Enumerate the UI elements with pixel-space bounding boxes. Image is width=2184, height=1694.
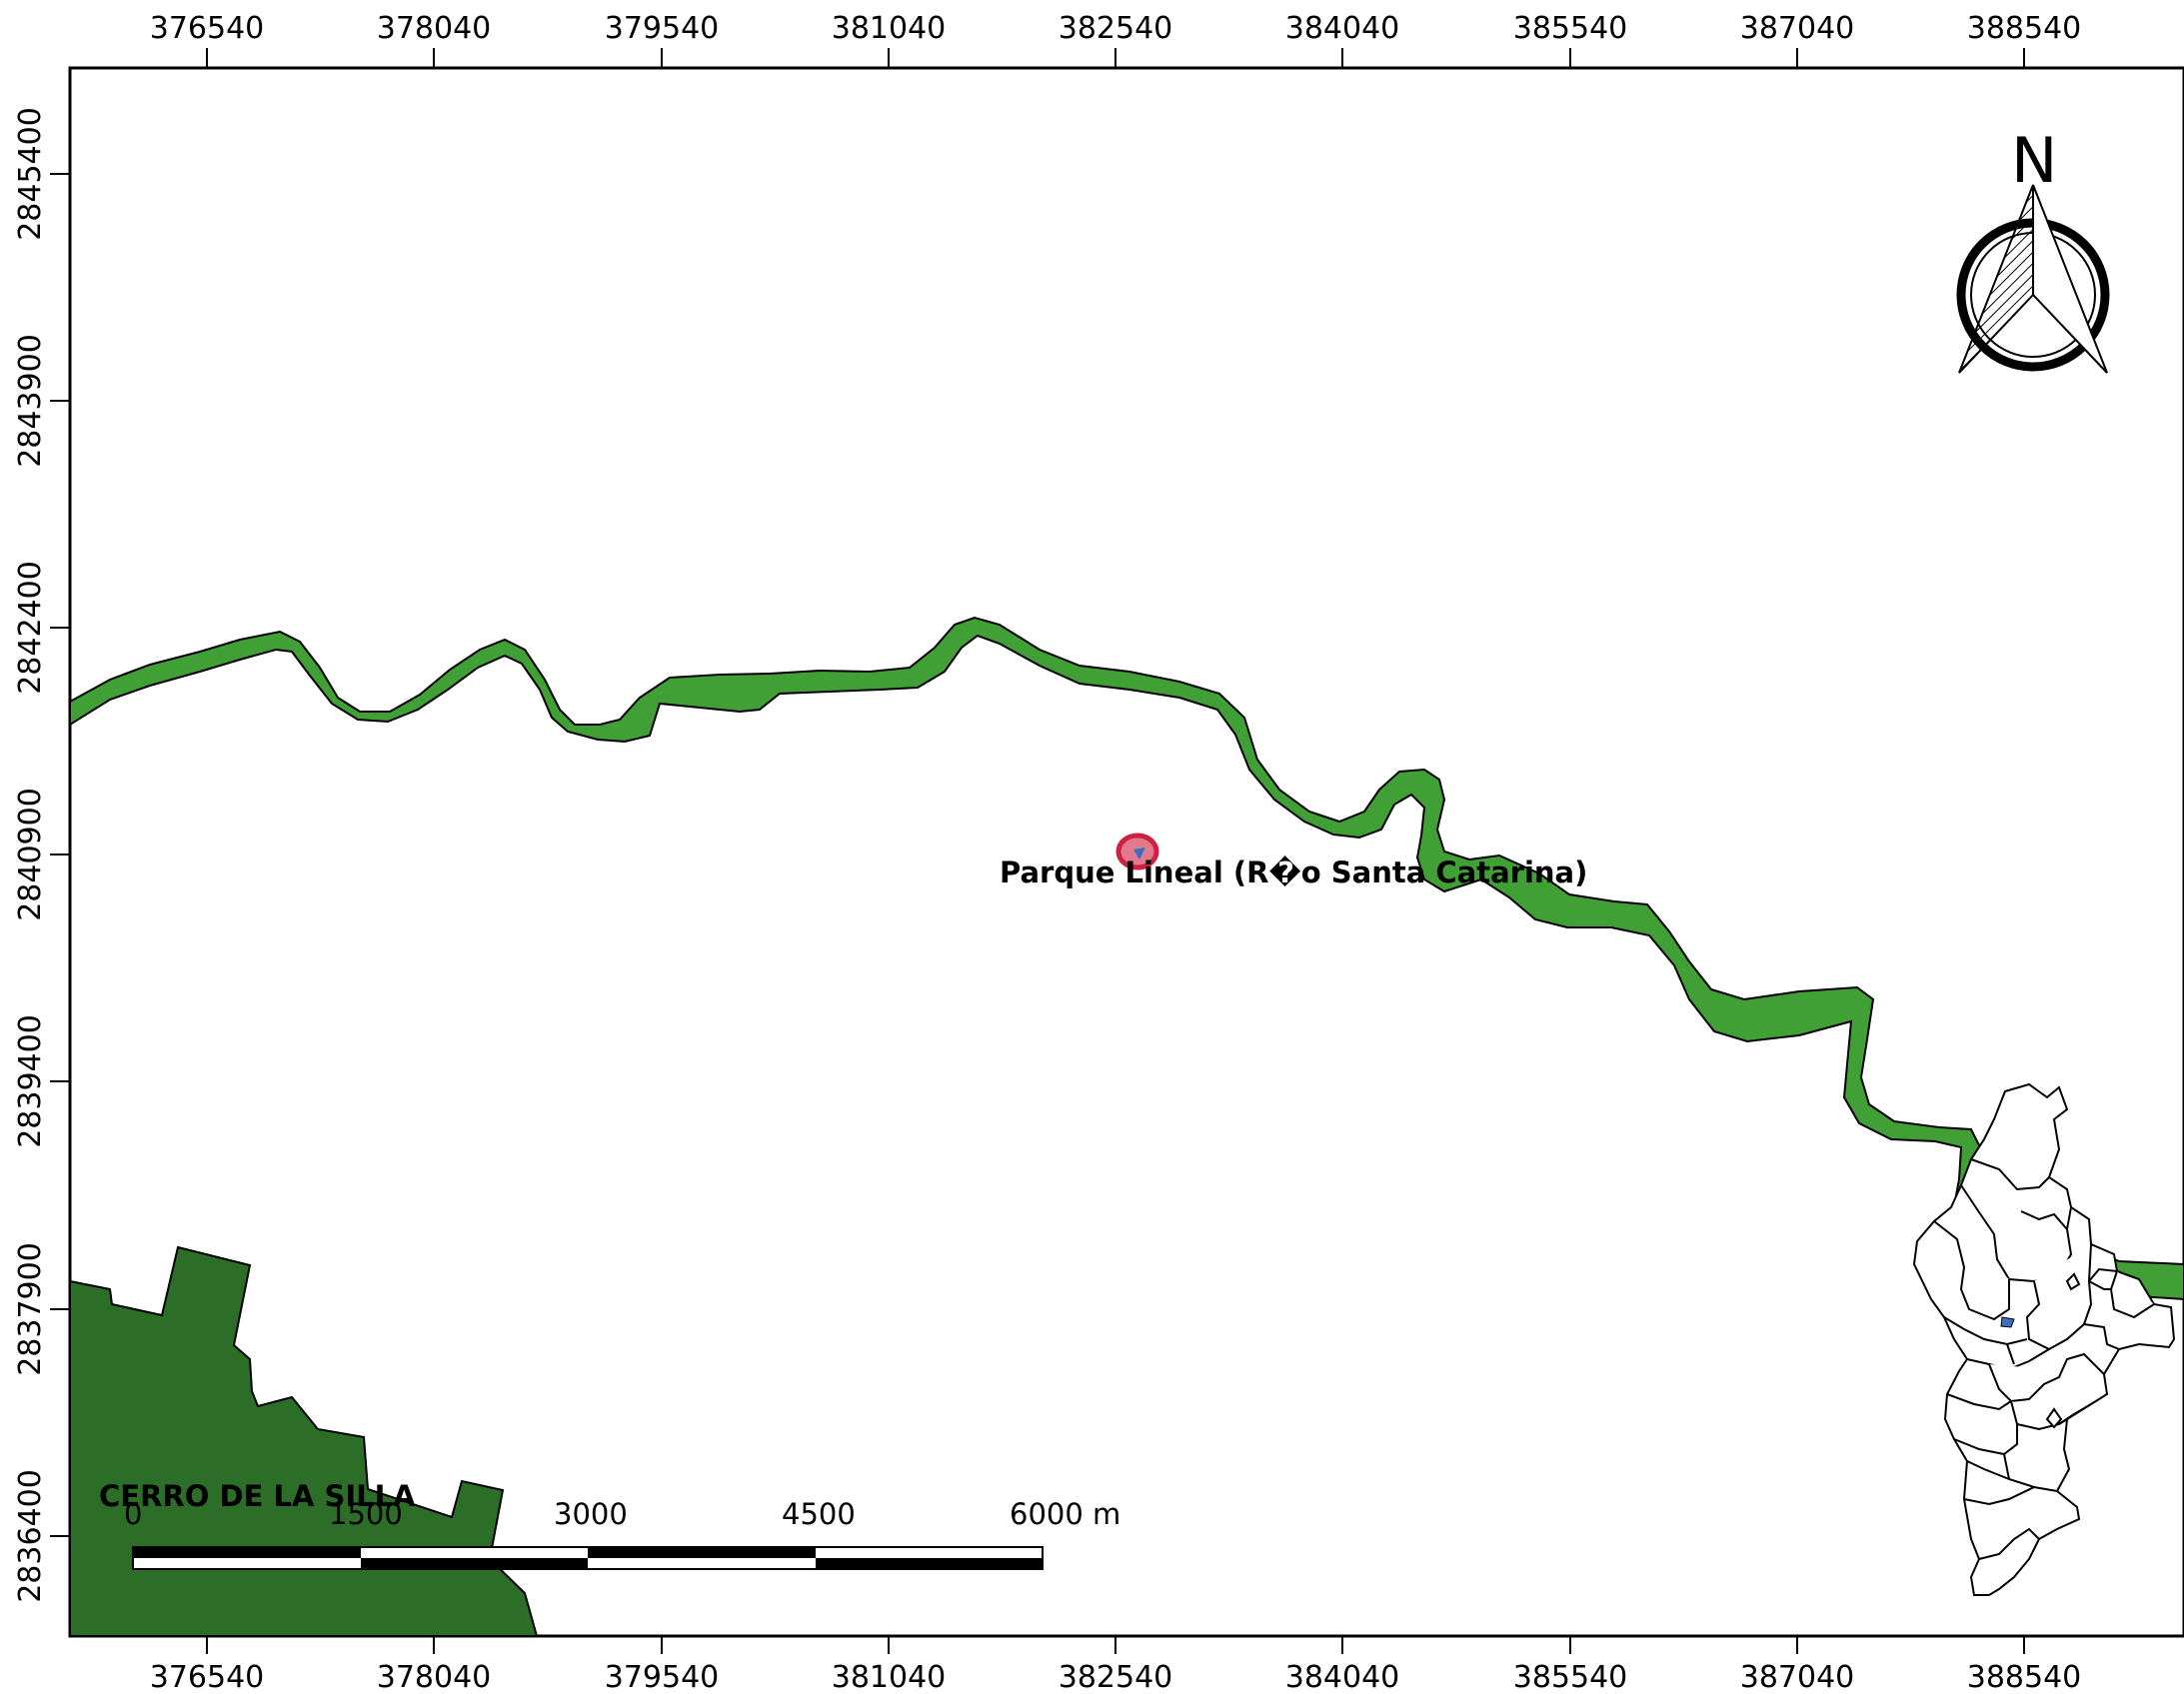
- y-tick-label: 2837900: [13, 1242, 48, 1376]
- scale-label-1500: 1500: [329, 1497, 403, 1531]
- y-tick-label: 2842400: [13, 561, 48, 695]
- y-tick-label: 2839400: [13, 1014, 48, 1148]
- north-arrow-icon: [1956, 184, 2110, 374]
- park-marker: [1115, 833, 1159, 870]
- scale-label-0: 0: [124, 1497, 142, 1531]
- x-tick-bottom-label: 379540: [605, 1660, 720, 1694]
- scale-label-6000: 6000 m: [1010, 1497, 1120, 1531]
- x-tick-bottom-label: 376540: [150, 1660, 265, 1694]
- x-tick-top-label: 388540: [1967, 11, 2082, 46]
- inset-highlight-point: [2000, 1316, 2015, 1328]
- x-tick-top-label: 387040: [1740, 11, 1855, 46]
- x-tick-bottom-label: 381040: [832, 1660, 947, 1694]
- cerro-de-la-silla-area: [70, 1245, 539, 1636]
- x-axis-ticks: [206, 48, 2025, 1654]
- y-tick-label: 2840900: [13, 788, 48, 921]
- x-tick-top-label: 385540: [1513, 11, 1628, 46]
- x-tick-top-label: 379540: [605, 11, 720, 46]
- y-tick-label: 2843900: [13, 334, 48, 468]
- x-tick-bottom-label: 384040: [1285, 1660, 1400, 1694]
- x-tick-bottom-label: 382540: [1059, 1660, 1173, 1694]
- y-tick-label: 2845400: [13, 107, 48, 241]
- scale-bar: [132, 1546, 1044, 1570]
- x-tick-bottom-label: 387040: [1740, 1660, 1855, 1694]
- park-label: Parque Lineal (R�o Santa Catarina): [1000, 855, 1587, 889]
- north-letter: N: [2011, 124, 2057, 197]
- x-tick-bottom-label: 378040: [377, 1660, 492, 1694]
- scale-label-4500: 4500: [782, 1497, 856, 1531]
- municipalities-inset: [1912, 1082, 2176, 1596]
- x-tick-top-label: 381040: [832, 11, 947, 46]
- x-tick-bottom-label: 385540: [1513, 1660, 1628, 1694]
- x-tick-top-label: 378040: [377, 11, 492, 46]
- y-axis-ticks: [50, 173, 70, 1537]
- cerro-label: CERRO DE LA SILLA: [99, 1479, 416, 1513]
- x-tick-bottom-label: 388540: [1967, 1660, 2082, 1694]
- x-tick-top-label: 382540: [1059, 11, 1173, 46]
- y-tick-label: 2836400: [13, 1469, 48, 1603]
- x-tick-top-label: 384040: [1285, 11, 1400, 46]
- x-tick-top-label: 376540: [150, 11, 265, 46]
- scale-label-3000: 3000: [554, 1497, 628, 1531]
